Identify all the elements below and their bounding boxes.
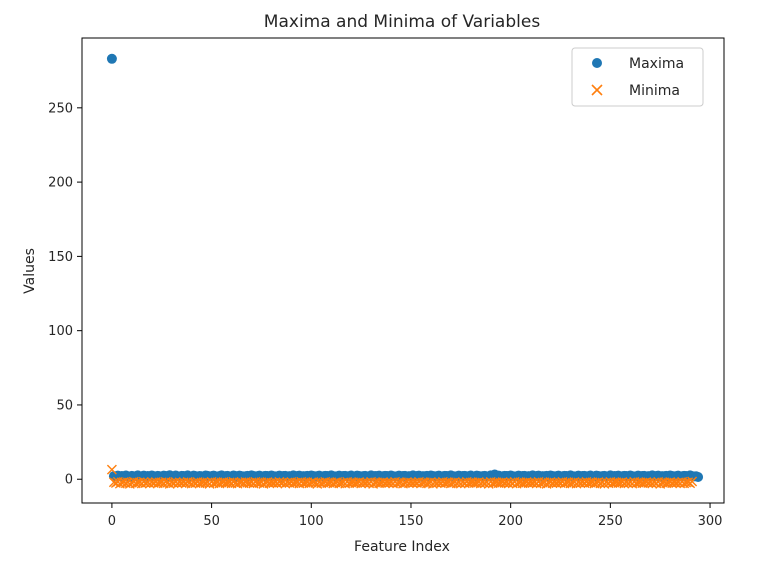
- y-tick-label: 50: [56, 398, 73, 413]
- x-tick-label: 0: [108, 514, 116, 529]
- x-tick-label: 50: [203, 514, 220, 529]
- minima-point: [671, 477, 682, 488]
- minima-point: [621, 477, 632, 488]
- y-axis-title: Values: [22, 248, 38, 294]
- minima-point: [252, 477, 263, 488]
- minima-point: [409, 477, 420, 488]
- minima-point: [669, 477, 680, 488]
- y-tick-label: 0: [65, 473, 73, 488]
- minima-point: [687, 476, 698, 487]
- minima-point: [166, 477, 177, 488]
- minima-point: [575, 478, 586, 489]
- legend-maxima-marker: [592, 58, 602, 68]
- minima-point: [497, 477, 508, 488]
- y-axis: 0 50 100 150 200 250: [48, 101, 82, 488]
- minima-point: [553, 477, 564, 488]
- minima-point: [525, 477, 536, 488]
- x-tick-label: 100: [299, 514, 324, 529]
- minima-point: [384, 477, 395, 488]
- y-tick-label: 200: [48, 176, 73, 191]
- legend-minima-label: Minima: [629, 83, 680, 99]
- minima-point: [198, 477, 209, 488]
- minima-point: [551, 478, 562, 489]
- minima-point: [681, 477, 692, 488]
- x-tick-label: 150: [399, 514, 424, 529]
- minima-point: [641, 477, 652, 488]
- legend-minima-marker: [591, 84, 603, 96]
- minima-point: [274, 476, 285, 487]
- chart-title: Maxima and Minima of Variables: [264, 12, 541, 32]
- minima-point: [527, 477, 538, 488]
- minima-point: [431, 478, 442, 489]
- minima-point: [200, 477, 211, 488]
- x-tick-label: 250: [598, 514, 623, 529]
- x-axis: 0 50 100 150 200 250 300: [108, 503, 723, 529]
- minima-point: [108, 477, 119, 488]
- x-tick-label: 200: [498, 514, 523, 529]
- minima-point: [244, 478, 255, 489]
- legend: Maxima Minima: [571, 47, 704, 107]
- minima-point: [176, 477, 187, 488]
- legend-box: [571, 47, 704, 107]
- y-tick-label: 250: [48, 101, 73, 116]
- minima-point: [106, 464, 117, 475]
- maxima-point: [693, 472, 704, 483]
- minima-point: [477, 477, 488, 488]
- minima-point: [407, 478, 418, 489]
- y-tick-label: 150: [48, 250, 73, 265]
- plot-frame: [81, 37, 725, 504]
- y-tick-label: 100: [48, 324, 73, 339]
- minima-point: [360, 477, 371, 488]
- minima-point: [382, 477, 393, 488]
- minima-point: [306, 477, 317, 488]
- minima-series: [106, 464, 698, 489]
- minima-point: [451, 478, 462, 489]
- minima-point: [268, 478, 279, 489]
- x-axis-title: Feature Index: [354, 539, 450, 555]
- x-tick-label: 300: [698, 514, 723, 529]
- minima-point: [336, 477, 347, 488]
- maxima-point: [106, 53, 117, 64]
- legend-maxima-label: Maxima: [629, 56, 684, 72]
- minima-point: [595, 478, 606, 489]
